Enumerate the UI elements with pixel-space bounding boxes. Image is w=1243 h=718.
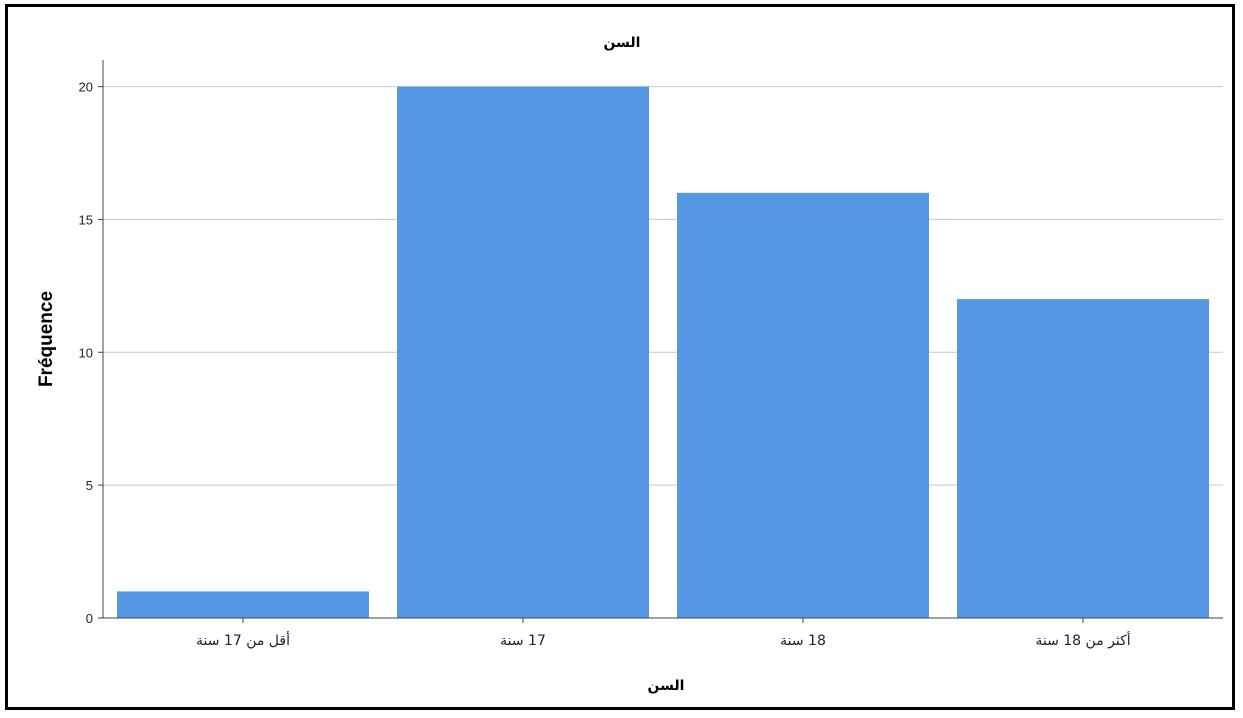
- axes: [102, 60, 1223, 619]
- bar: [957, 299, 1209, 618]
- bar: [397, 86, 649, 619]
- y-tick-label: 5: [86, 478, 93, 493]
- y-axis-title: Fréquence: [36, 291, 57, 387]
- bar: [117, 591, 369, 618]
- x-tick-labels: أقل من 17 سنة 17 سنة 18 سنة أكثر من 18 سنة: [196, 618, 1131, 649]
- y-tick-labels: 0 5 10 15 20: [79, 80, 103, 626]
- x-tick-label: أكثر من 18 سنة: [1035, 631, 1130, 649]
- bars: [117, 86, 1209, 619]
- x-axis-title: السن: [648, 678, 685, 694]
- x-tick-label: 18 سنة: [780, 633, 826, 649]
- bar: [677, 192, 929, 618]
- y-tick-label: 20: [79, 80, 93, 95]
- y-tick-label: 15: [79, 212, 93, 227]
- chart-title: السن: [604, 35, 641, 51]
- y-tick-label: 0: [86, 611, 93, 626]
- x-tick-label: 17 سنة: [500, 633, 546, 649]
- x-tick-label: أقل من 17 سنة: [196, 631, 290, 649]
- y-tick-label: 10: [79, 345, 93, 360]
